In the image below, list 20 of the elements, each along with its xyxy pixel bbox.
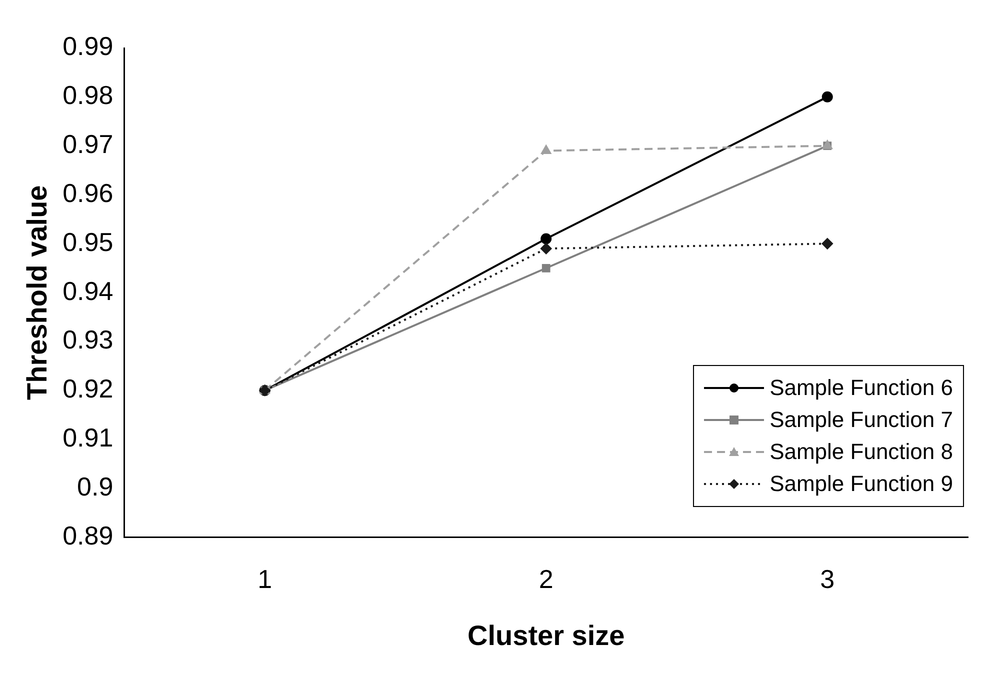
y-tick-label: 0.96 (62, 178, 114, 208)
legend-label: Sample Function 8 (770, 439, 953, 466)
y-tick-label: 0.91 (62, 422, 114, 453)
y-tick-label: 0.89 (62, 520, 114, 550)
legend-label: Sample Function 6 (770, 375, 953, 402)
x-tick-label: 3 (820, 564, 835, 594)
x-tick-label: 1 (258, 564, 272, 594)
x-axis-title: Cluster size (468, 620, 625, 651)
y-tick-label: 0.95 (62, 226, 114, 257)
y-tick-label: 0.98 (62, 80, 114, 110)
x-tick-label: 2 (538, 564, 554, 594)
y-tick-label: 0.9 (77, 471, 114, 502)
y-tick-label: 0.93 (62, 324, 114, 355)
legend-label: Sample Function 7 (770, 407, 953, 434)
y-tick-label: 0.99 (62, 31, 114, 62)
y-tick-label: 0.92 (62, 374, 114, 404)
y-axis-title: Threshold value (22, 185, 53, 400)
y-tick-label: 0.97 (62, 129, 114, 160)
legend-label: Sample Function 9 (770, 471, 953, 498)
y-tick-label: 0.94 (62, 276, 114, 306)
